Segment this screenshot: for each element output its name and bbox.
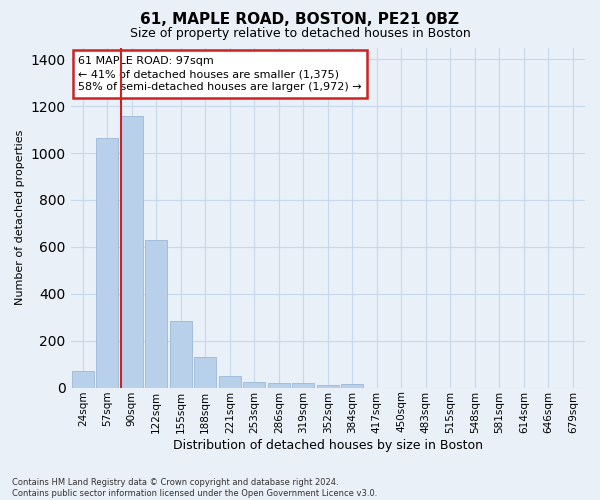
Bar bbox=[194, 357, 217, 388]
Bar bbox=[317, 386, 339, 388]
Text: 61, MAPLE ROAD, BOSTON, PE21 0BZ: 61, MAPLE ROAD, BOSTON, PE21 0BZ bbox=[140, 12, 460, 28]
Bar bbox=[72, 371, 94, 388]
X-axis label: Distribution of detached houses by size in Boston: Distribution of detached houses by size … bbox=[173, 440, 483, 452]
Y-axis label: Number of detached properties: Number of detached properties bbox=[15, 130, 25, 306]
Bar bbox=[268, 384, 290, 388]
Bar bbox=[145, 240, 167, 388]
Bar bbox=[292, 384, 314, 388]
Bar bbox=[219, 376, 241, 388]
Bar bbox=[170, 321, 192, 388]
Bar bbox=[96, 138, 118, 388]
Bar bbox=[121, 116, 143, 388]
Text: Contains HM Land Registry data © Crown copyright and database right 2024.
Contai: Contains HM Land Registry data © Crown c… bbox=[12, 478, 377, 498]
Bar bbox=[341, 384, 363, 388]
Text: 61 MAPLE ROAD: 97sqm
← 41% of detached houses are smaller (1,375)
58% of semi-de: 61 MAPLE ROAD: 97sqm ← 41% of detached h… bbox=[78, 56, 362, 92]
Bar bbox=[243, 382, 265, 388]
Text: Size of property relative to detached houses in Boston: Size of property relative to detached ho… bbox=[130, 28, 470, 40]
